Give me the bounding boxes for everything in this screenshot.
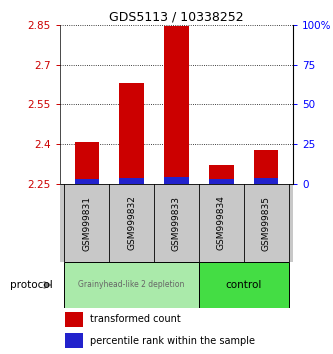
Bar xyxy=(254,149,278,184)
Bar xyxy=(119,83,144,184)
Text: transformed count: transformed count xyxy=(90,314,181,325)
Bar xyxy=(209,166,234,184)
Text: GSM999834: GSM999834 xyxy=(217,195,226,251)
Bar xyxy=(75,142,99,184)
Bar xyxy=(164,26,189,184)
Title: GDS5113 / 10338252: GDS5113 / 10338252 xyxy=(109,11,244,24)
Bar xyxy=(209,179,234,184)
Bar xyxy=(254,178,278,184)
Text: control: control xyxy=(225,280,262,290)
Bar xyxy=(65,312,83,327)
Text: GSM999835: GSM999835 xyxy=(262,195,271,251)
Bar xyxy=(65,333,83,348)
Bar xyxy=(64,262,199,308)
Bar xyxy=(119,178,144,184)
Text: GSM999832: GSM999832 xyxy=(127,195,136,251)
Bar xyxy=(199,262,289,308)
Bar xyxy=(164,177,189,184)
Text: GSM999831: GSM999831 xyxy=(82,195,91,251)
Text: percentile rank within the sample: percentile rank within the sample xyxy=(90,336,255,346)
Text: GSM999833: GSM999833 xyxy=(172,195,181,251)
Text: Grainyhead-like 2 depletion: Grainyhead-like 2 depletion xyxy=(79,280,185,290)
Text: protocol: protocol xyxy=(10,280,53,290)
Bar xyxy=(75,178,99,184)
